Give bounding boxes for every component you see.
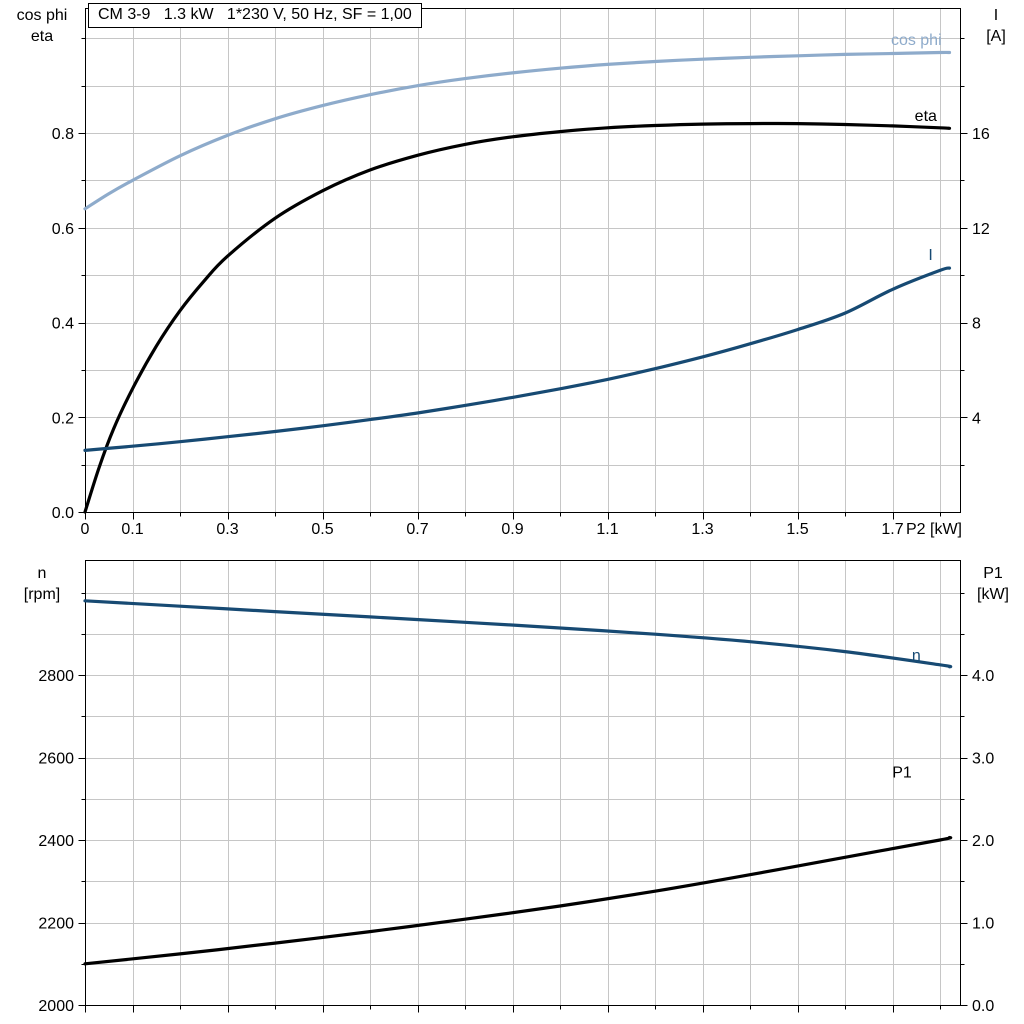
- svg-text:4.0: 4.0: [972, 668, 994, 685]
- svg-text:0.9: 0.9: [501, 521, 523, 538]
- svg-text:2400: 2400: [38, 833, 74, 850]
- svg-text:0.3: 0.3: [216, 521, 238, 538]
- svg-text:2.0: 2.0: [972, 833, 994, 850]
- bottom-chart-left-axis-title: n [rpm]: [2, 563, 82, 605]
- svg-text:2600: 2600: [38, 751, 74, 768]
- axis-title-input-power-unit: [kW]: [977, 586, 1009, 603]
- svg-text:1.5: 1.5: [786, 521, 808, 538]
- svg-text:P2 [kW]: P2 [kW]: [906, 521, 962, 538]
- svg-text:2200: 2200: [38, 916, 74, 933]
- top-chart-right-axis-title: I [A]: [972, 5, 1020, 47]
- svg-text:0.5: 0.5: [311, 521, 333, 538]
- svg-text:4: 4: [972, 410, 981, 427]
- svg-text:I: I: [928, 247, 932, 264]
- axis-title-speed: n: [37, 565, 47, 582]
- svg-text:8: 8: [972, 316, 981, 333]
- svg-text:0.1: 0.1: [121, 521, 143, 538]
- svg-text:eta: eta: [915, 108, 937, 125]
- axis-title-cos-phi: cos phi: [16, 7, 68, 24]
- top-chart-left-axis-title: cos phi eta: [2, 5, 82, 47]
- svg-text:0.2: 0.2: [52, 410, 74, 427]
- svg-text:0.6: 0.6: [52, 221, 74, 238]
- svg-text:1.7: 1.7: [881, 521, 903, 538]
- svg-text:3.0: 3.0: [972, 751, 994, 768]
- svg-text:P1: P1: [892, 764, 912, 781]
- svg-text:12: 12: [972, 221, 990, 238]
- svg-text:0.0: 0.0: [52, 505, 74, 522]
- axis-title-input-power: P1: [983, 565, 1003, 582]
- axis-title-speed-unit: [rpm]: [23, 586, 61, 603]
- svg-text:0.4: 0.4: [52, 316, 74, 333]
- svg-text:cos phi: cos phi: [891, 32, 942, 49]
- svg-text:2800: 2800: [38, 668, 74, 685]
- chart-title-box: CM 3-9 1.3 kW 1*230 V, 50 Hz, SF = 1,00: [88, 3, 422, 28]
- axis-title-current-unit: [A]: [986, 28, 1006, 45]
- svg-text:2000: 2000: [38, 998, 74, 1015]
- svg-text:0.8: 0.8: [52, 126, 74, 143]
- svg-text:1.0: 1.0: [972, 916, 994, 933]
- bottom-chart-right-axis-title: P1 [kW]: [964, 563, 1022, 605]
- svg-text:0.0: 0.0: [972, 998, 994, 1015]
- svg-text:16: 16: [972, 126, 990, 143]
- svg-text:n: n: [912, 647, 921, 664]
- svg-text:0.7: 0.7: [406, 521, 428, 538]
- axis-title-eta: eta: [30, 28, 54, 45]
- axis-title-current: I: [993, 7, 999, 24]
- svg-text:1.1: 1.1: [596, 521, 618, 538]
- svg-text:1.3: 1.3: [691, 521, 713, 538]
- svg-text:0: 0: [81, 521, 90, 538]
